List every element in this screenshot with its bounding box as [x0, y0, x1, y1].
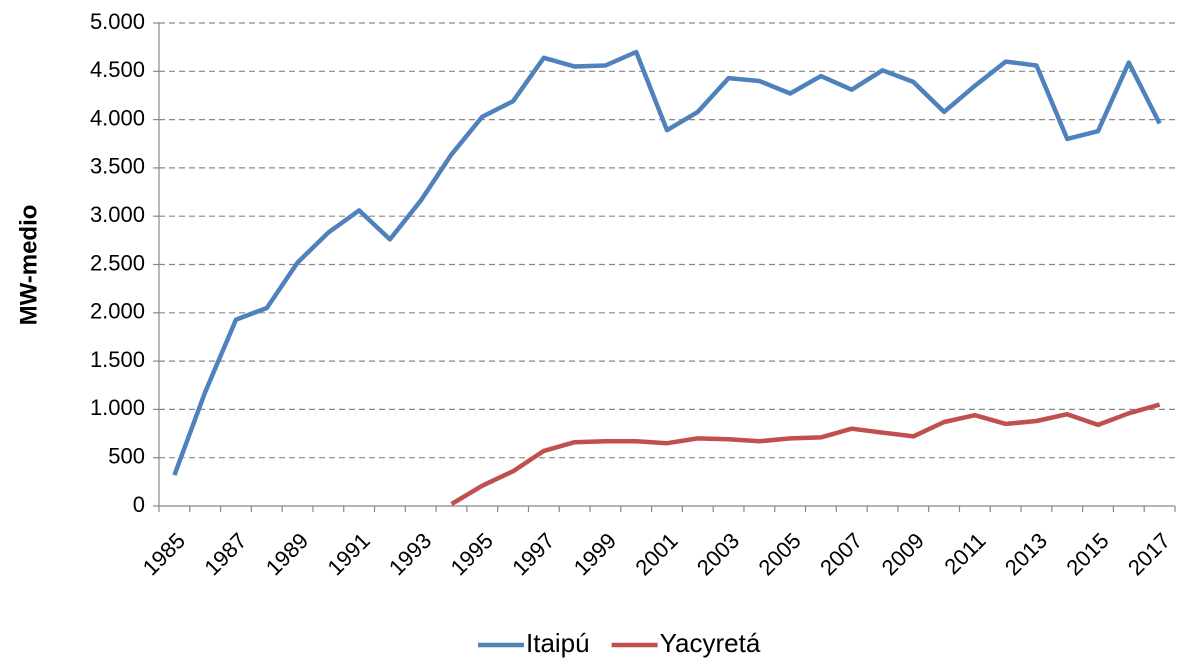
x-tick-label: 2009	[877, 528, 929, 580]
x-tick-label: 1999	[569, 528, 621, 580]
y-tick-label: 1.000	[90, 395, 145, 420]
y-tick-label: 3.000	[90, 202, 145, 227]
legend-label: Itaipú	[526, 628, 590, 658]
x-tick-label: 2007	[815, 528, 867, 580]
x-tick-label: 2011	[939, 528, 990, 579]
series-line	[172, 49, 1162, 476]
legend-label: Yacyretá	[660, 628, 761, 658]
y-tick-label: 3.500	[90, 154, 145, 179]
y-tick-label: 5.000	[90, 9, 145, 34]
y-tick-label: 500	[108, 444, 145, 469]
y-axis-label: MW-medio	[15, 205, 42, 326]
x-tick-label: 2017	[1123, 528, 1175, 580]
x-tick-label: 2015	[1061, 528, 1113, 580]
x-tick-label: 2003	[692, 528, 744, 580]
x-tick-label: 2001	[630, 528, 682, 580]
x-tick-label: 1993	[384, 528, 436, 580]
x-tick-label: 1995	[446, 528, 498, 580]
y-tick-label: 0	[133, 492, 145, 517]
x-tick-label: 1989	[261, 528, 313, 580]
y-tick-label: 2.000	[90, 299, 145, 324]
x-tick-label: 2005	[754, 528, 806, 580]
y-tick-label: 2.500	[90, 250, 145, 275]
x-tick-label: 2013	[1000, 528, 1052, 580]
x-tick-label: 1997	[507, 528, 559, 580]
y-tick-label: 4.000	[90, 105, 145, 130]
x-tick-label: 1991	[322, 528, 374, 580]
y-tick-label: 1.500	[90, 347, 145, 372]
x-tick-label: 1987	[199, 528, 251, 580]
x-tick-label: 1985	[138, 528, 190, 580]
series-line	[450, 402, 1161, 507]
y-tick-label: 4.500	[90, 57, 145, 82]
